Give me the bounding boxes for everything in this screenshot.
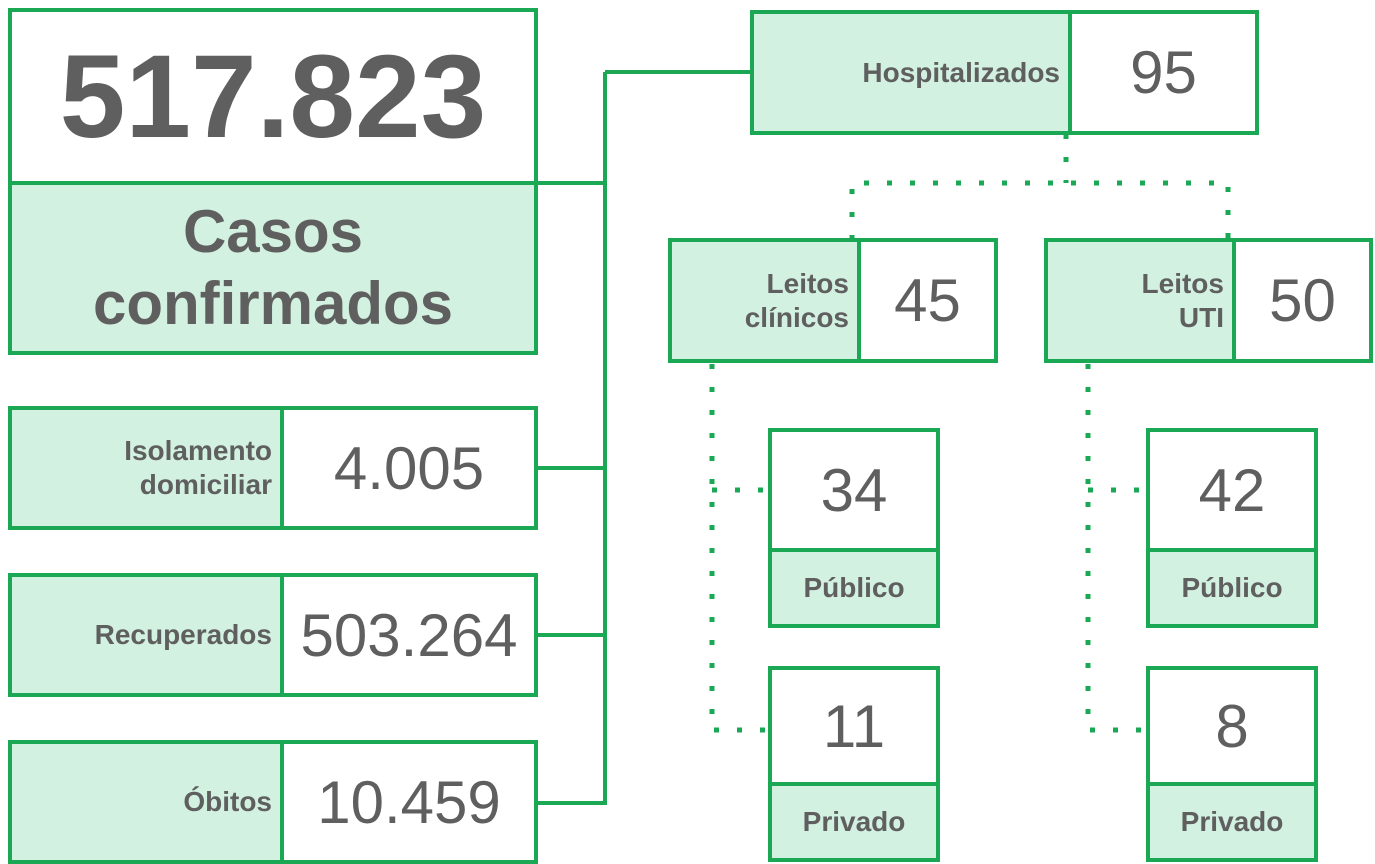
stat-box: Isolamento domiciliar 4.005 xyxy=(8,406,538,530)
stat-box: Leitos UTI 50 xyxy=(1044,238,1373,363)
label: Público xyxy=(1150,552,1314,624)
label: Recuperados xyxy=(94,619,272,650)
stat-box: Recuperados 503.264 xyxy=(8,573,538,697)
label: Leitos clínicos xyxy=(744,267,849,333)
label-cell: Leitos UTI xyxy=(1048,242,1236,359)
label: Hospitalizados xyxy=(862,56,1060,88)
label: Leitos UTI xyxy=(1141,267,1224,333)
value: 503.264 xyxy=(300,601,518,669)
split-box: 42 Público xyxy=(1146,428,1318,628)
split-box: 11 Privado xyxy=(768,666,940,862)
dotted-connector xyxy=(1085,364,1148,733)
label: Isolamento domiciliar xyxy=(124,435,272,500)
stat-box: Hospitalizados 95 xyxy=(750,10,1259,135)
value: 45 xyxy=(894,267,961,334)
value: 95 xyxy=(1130,39,1197,106)
value: 8 xyxy=(1150,670,1314,786)
label-cell: Hospitalizados xyxy=(754,14,1072,131)
value: 4.005 xyxy=(333,434,485,502)
value: 10.459 xyxy=(317,768,501,836)
total-label: Casos confirmados xyxy=(12,185,534,351)
label: Privado xyxy=(1150,786,1314,858)
stat-box: Óbitos 10.459 xyxy=(8,740,538,864)
label-cell: Óbitos xyxy=(12,744,284,860)
label: Privado xyxy=(772,786,936,858)
label-cell: Recuperados xyxy=(12,577,284,693)
dotted-connector xyxy=(849,180,1231,240)
label: Óbitos xyxy=(183,786,272,817)
value: 50 xyxy=(1269,267,1336,334)
label-cell: Leitos clínicos xyxy=(672,242,861,359)
value: 11 xyxy=(772,670,936,786)
dotted-connector xyxy=(709,364,770,733)
label-cell: Isolamento domiciliar xyxy=(12,410,284,526)
split-box: 34 Público xyxy=(768,428,940,628)
total-value: 517.823 xyxy=(12,12,534,185)
total-box: 517.823 Casos confirmados xyxy=(8,8,538,355)
value: 34 xyxy=(772,432,936,552)
connector xyxy=(535,72,607,805)
stat-box: Leitos clínicos 45 xyxy=(668,238,998,363)
label: Público xyxy=(772,552,936,624)
value: 42 xyxy=(1150,432,1314,552)
split-box: 8 Privado xyxy=(1146,666,1318,862)
